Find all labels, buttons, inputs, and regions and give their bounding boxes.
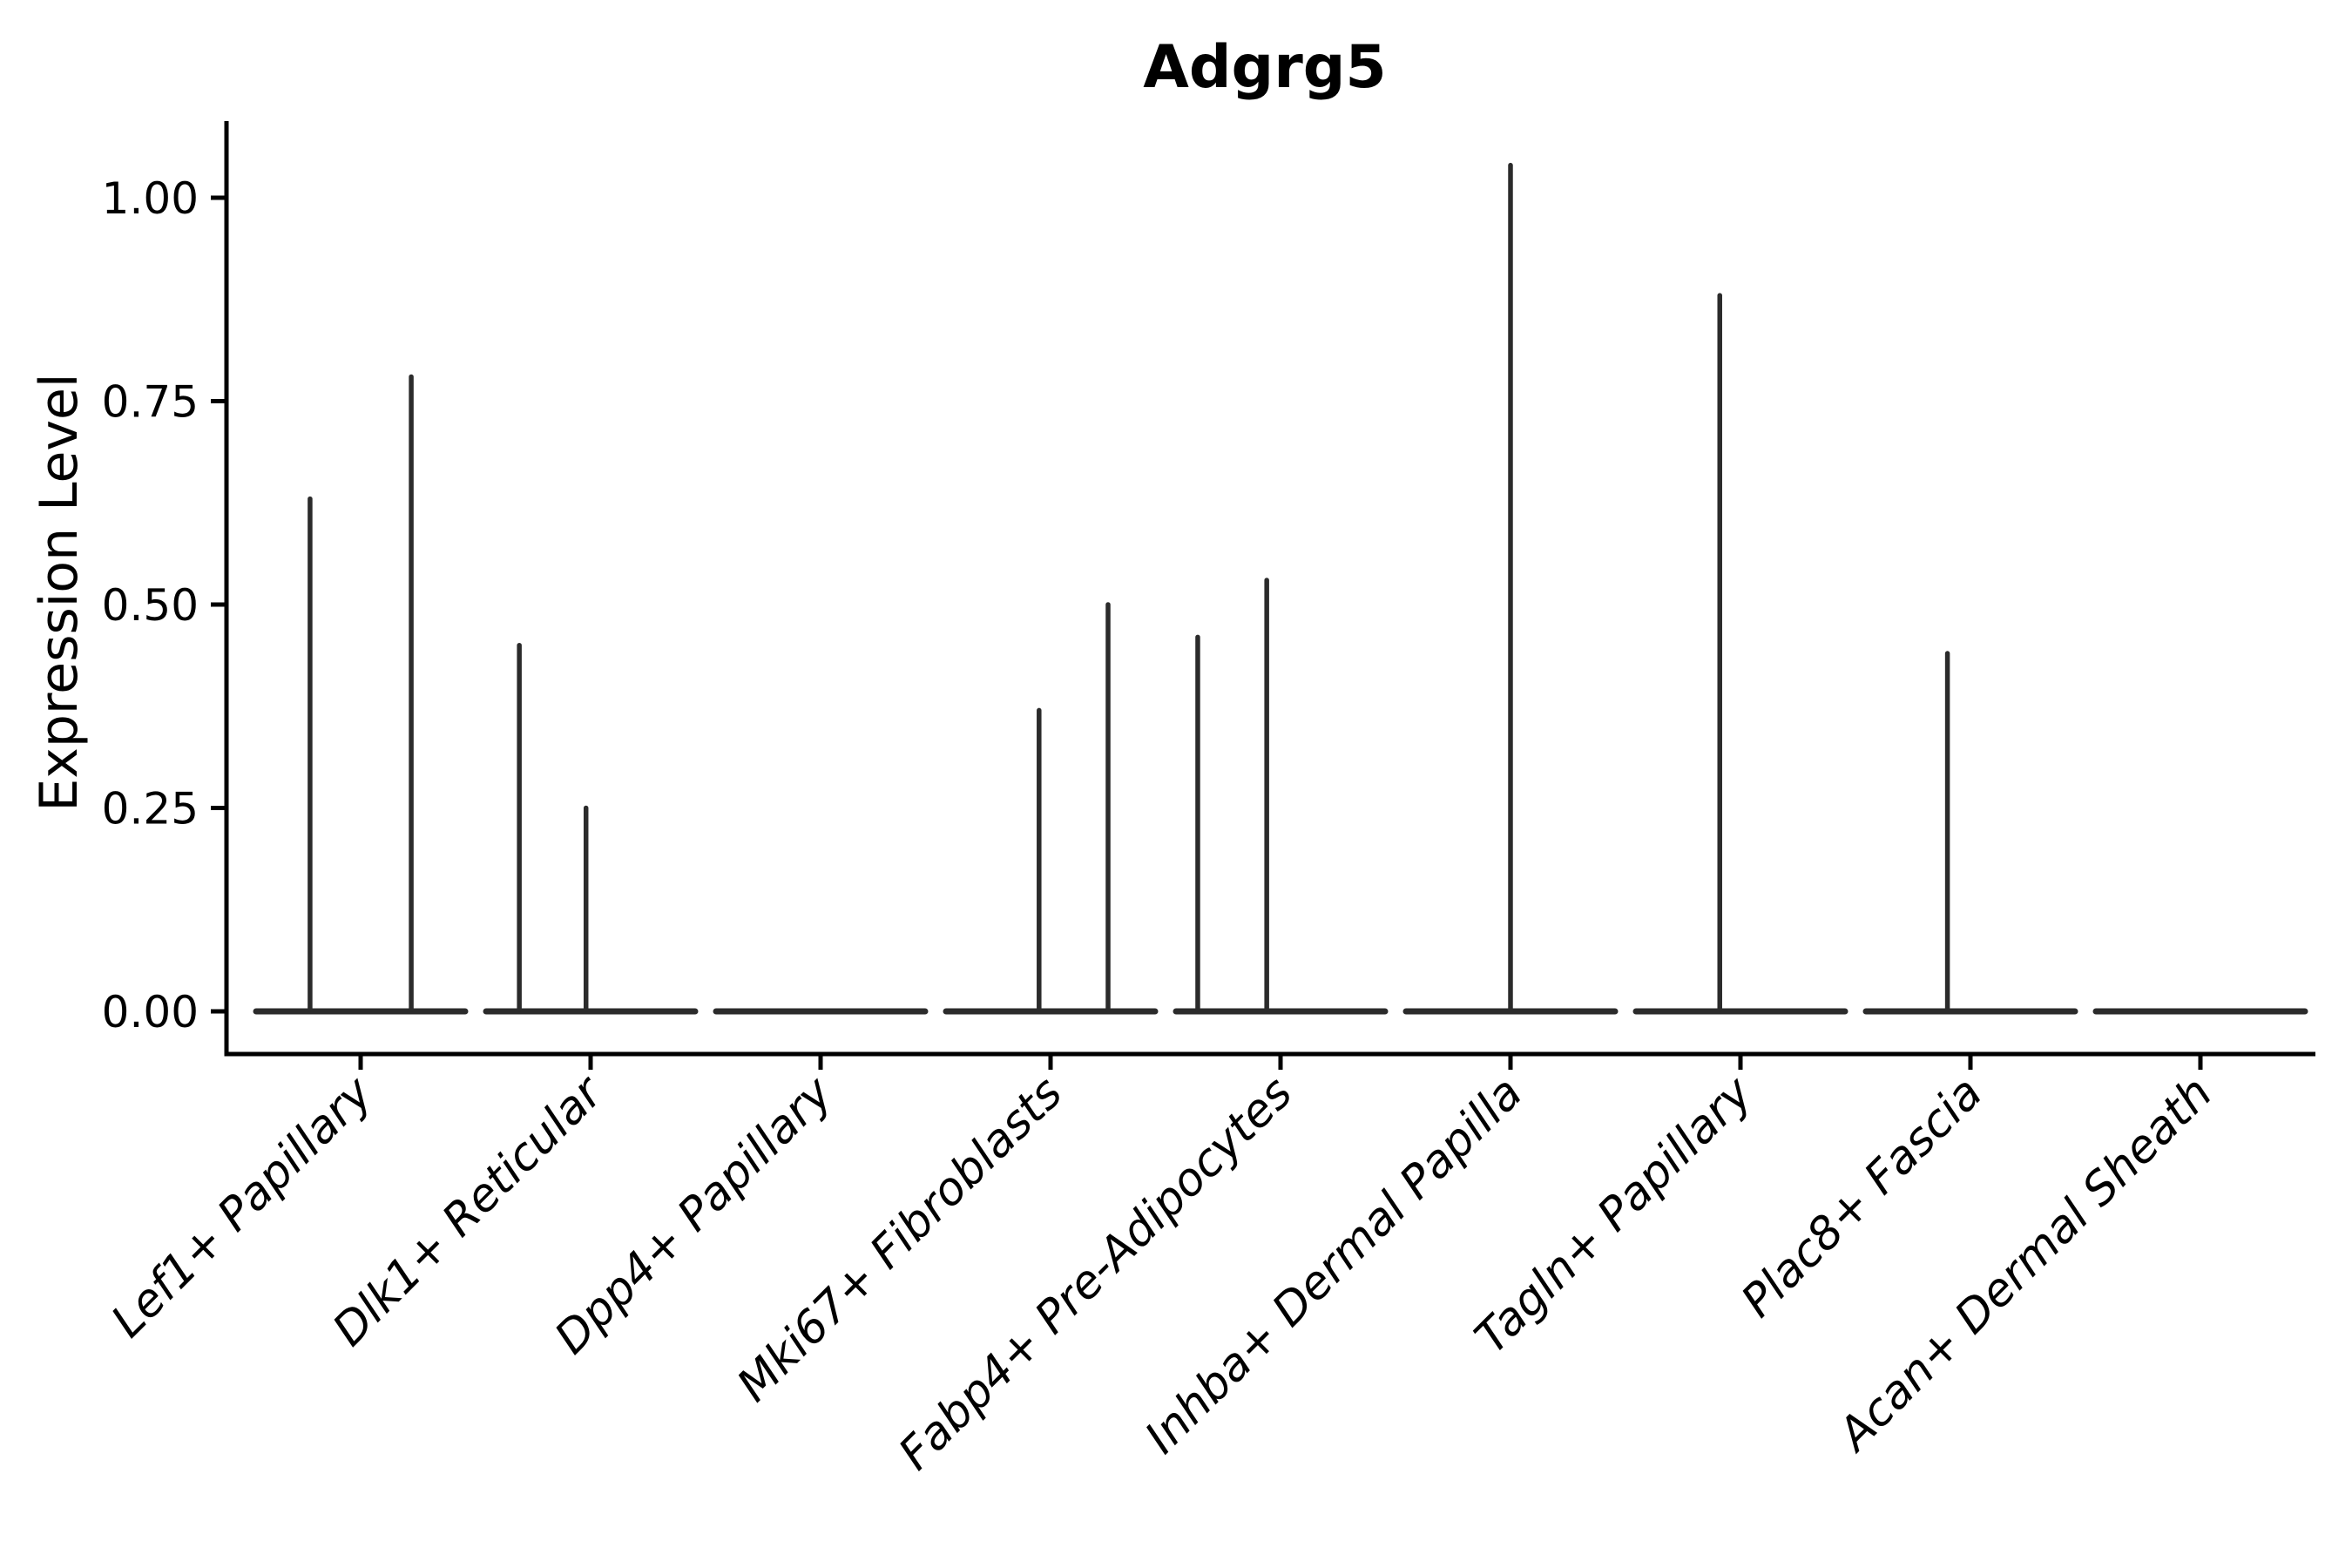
y-axis-label: Expression Level xyxy=(29,373,90,811)
y-tick-label: 0.50 xyxy=(102,580,199,631)
axes xyxy=(211,121,2315,1070)
chart-title: Adgrg5 xyxy=(1143,33,1387,102)
y-tick-label: 0.00 xyxy=(102,987,199,1037)
y-tick-label: 1.00 xyxy=(102,173,199,224)
x-tick-label: Plac8+ Fascia xyxy=(1732,1067,1992,1328)
x-tick-label: Inhba+ Dermal Papilla xyxy=(1135,1067,1532,1464)
x-tick-label: Acan+ Dermal Sheath xyxy=(1827,1067,2222,1463)
y-tick-label: 0.25 xyxy=(102,784,199,835)
x-tick-label: Fabp4+ Pre-Adipocytes xyxy=(889,1067,1303,1481)
y-tick-label: 0.75 xyxy=(102,377,199,428)
violins xyxy=(253,162,2308,1015)
y-tick-labels: 1.00 0.75 0.50 0.25 0.00 xyxy=(102,173,199,1037)
